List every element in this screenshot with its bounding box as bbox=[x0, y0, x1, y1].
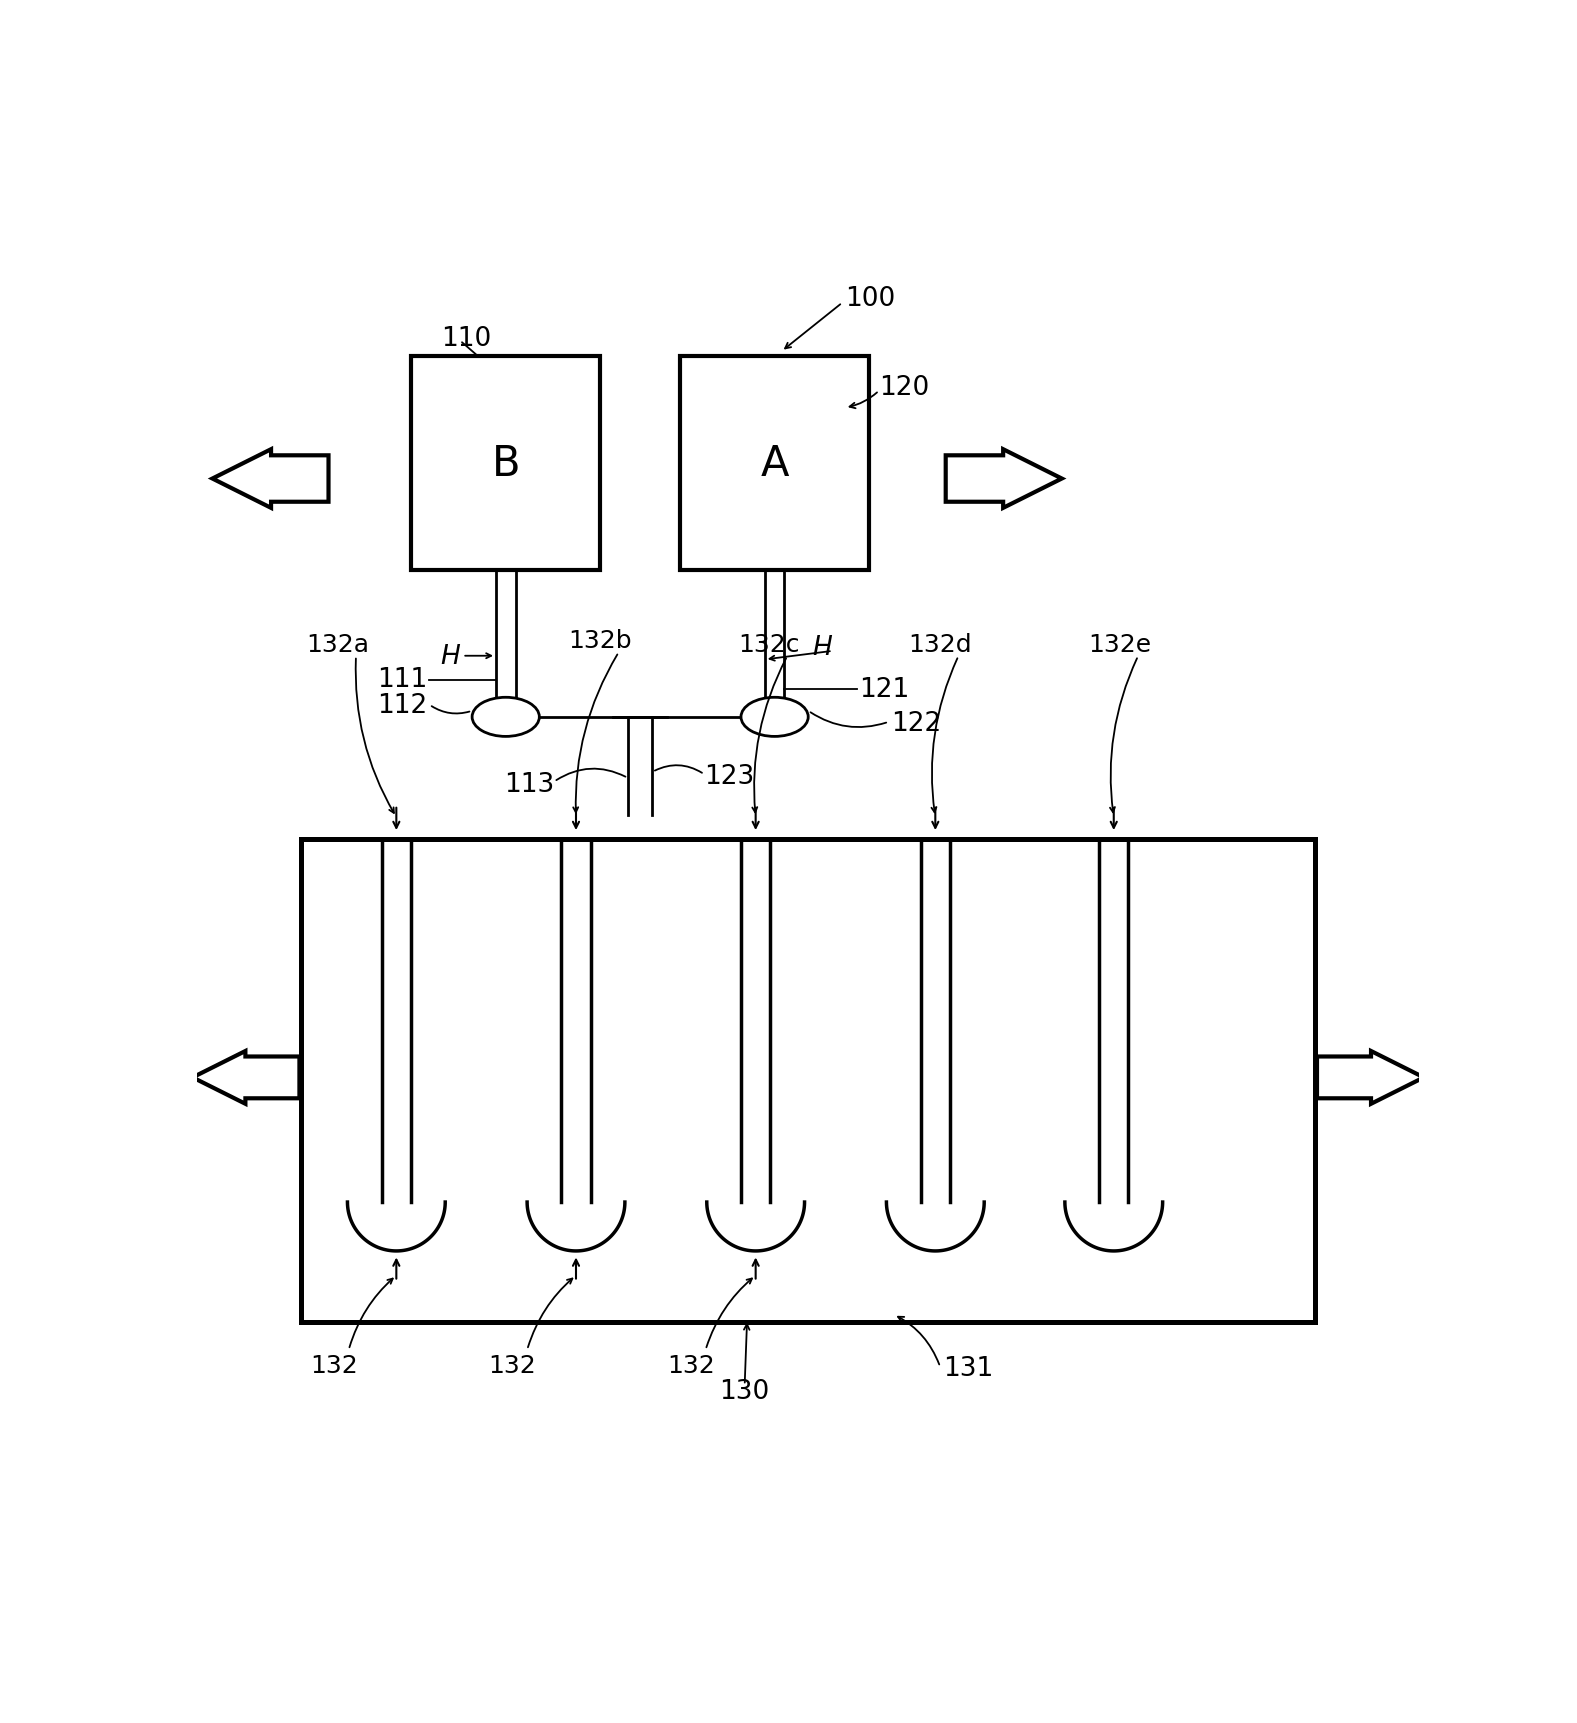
Ellipse shape bbox=[741, 698, 807, 737]
Text: 132a: 132a bbox=[306, 632, 369, 656]
Bar bbox=[680, 357, 869, 570]
Text: 123: 123 bbox=[705, 763, 754, 789]
Text: 132: 132 bbox=[667, 1353, 714, 1377]
Text: 132: 132 bbox=[311, 1353, 358, 1377]
Text: H: H bbox=[440, 643, 460, 669]
Text: 100: 100 bbox=[845, 286, 896, 312]
Bar bbox=[412, 357, 601, 570]
Text: 131: 131 bbox=[943, 1356, 994, 1382]
Text: H: H bbox=[812, 634, 833, 662]
Polygon shape bbox=[1317, 1051, 1424, 1104]
Text: 120: 120 bbox=[878, 374, 929, 401]
Text: 130: 130 bbox=[719, 1378, 770, 1404]
Text: 122: 122 bbox=[891, 710, 941, 736]
Text: 132d: 132d bbox=[908, 632, 971, 656]
Text: 132c: 132c bbox=[738, 632, 800, 656]
Text: 132e: 132e bbox=[1088, 632, 1151, 656]
Text: A: A bbox=[760, 443, 788, 484]
Text: 110: 110 bbox=[442, 326, 492, 351]
Text: 132: 132 bbox=[489, 1353, 536, 1377]
Bar bbox=[301, 839, 1315, 1322]
Text: 111: 111 bbox=[377, 667, 427, 693]
Text: 121: 121 bbox=[859, 677, 910, 703]
Ellipse shape bbox=[472, 698, 539, 737]
Polygon shape bbox=[213, 450, 328, 508]
Polygon shape bbox=[192, 1051, 300, 1104]
Text: 132b: 132b bbox=[569, 629, 632, 653]
Text: B: B bbox=[492, 443, 520, 484]
Text: 113: 113 bbox=[503, 772, 554, 798]
Text: 112: 112 bbox=[377, 693, 427, 718]
Polygon shape bbox=[946, 450, 1061, 508]
